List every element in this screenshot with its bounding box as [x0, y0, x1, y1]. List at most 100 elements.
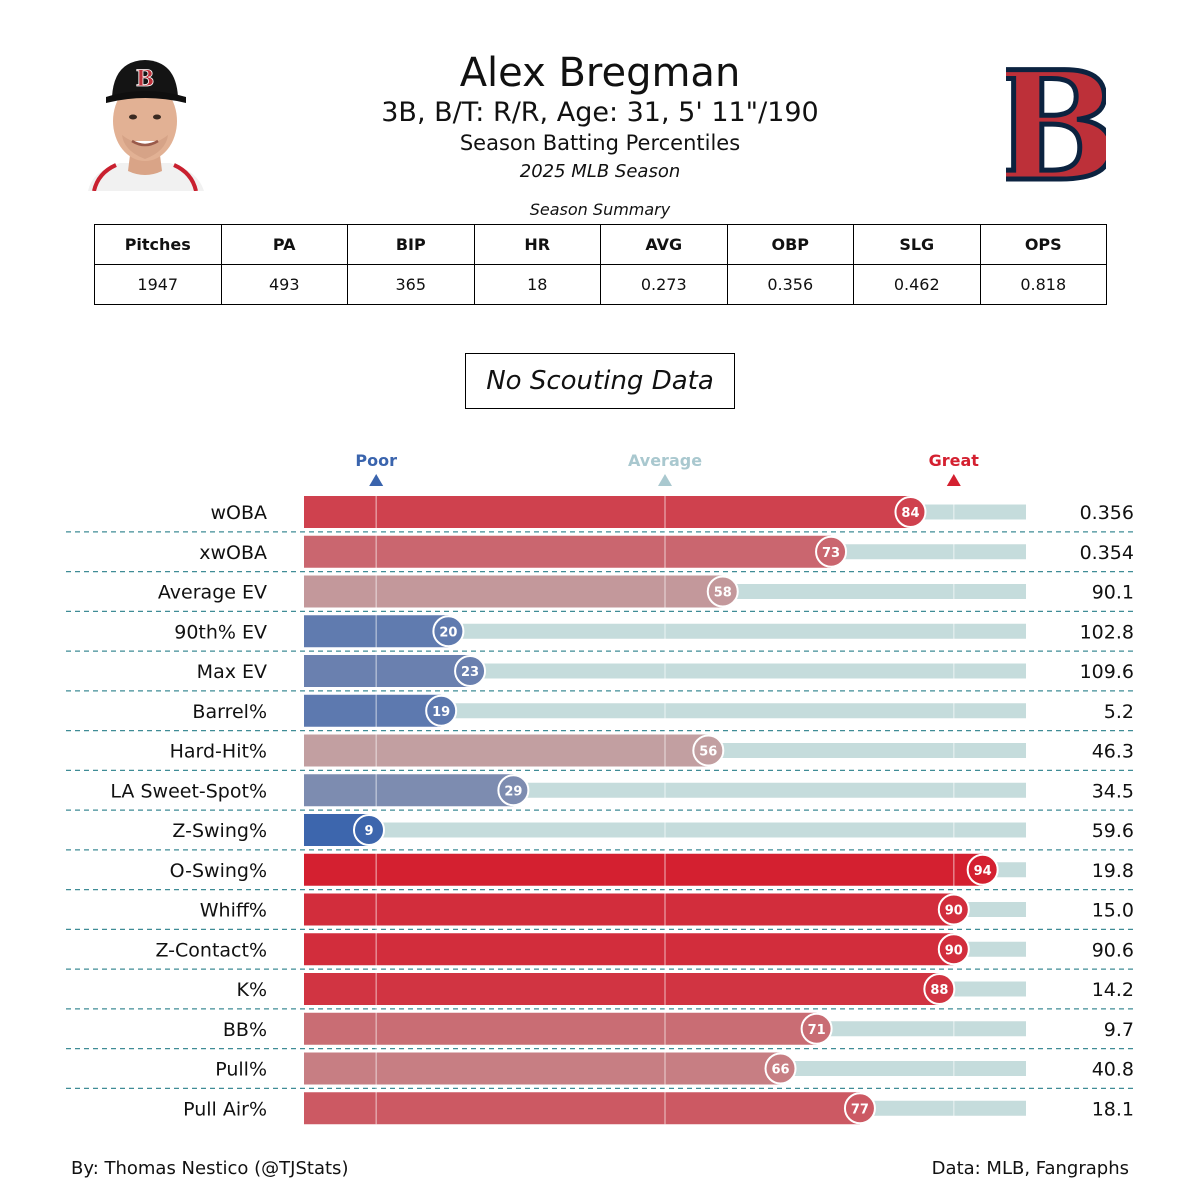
percentile-label: 84	[901, 506, 919, 521]
stat-value: 9.7	[1104, 1019, 1134, 1041]
summary-value-cell: 0.818	[979, 264, 1107, 305]
percentile-label: 20	[439, 625, 457, 640]
summary-value-cell: 18	[473, 264, 601, 305]
percentile-bar	[304, 655, 471, 687]
percentile-bar	[304, 1052, 781, 1085]
percentile-label: 73	[822, 546, 840, 561]
percentile-bar	[304, 734, 709, 767]
summary-value-row: 1947 493 365 18 0.273 0.356 0.462 0.818	[94, 264, 1107, 305]
percentile-marker	[706, 575, 739, 608]
percentile-label: 88	[930, 983, 948, 998]
percentile-marker	[692, 734, 725, 767]
summary-value-cell: 0.273	[600, 264, 728, 305]
player-bio: 3B, B/T: R/R, Age: 31, 5' 11"/190	[381, 97, 819, 128]
percentile-marker	[800, 1012, 833, 1045]
report-title: Season Batting Percentiles	[459, 131, 741, 155]
summary-header-row: Pitches PA BIP HR AVG OBP SLG OPS	[94, 224, 1107, 265]
bar-track	[304, 623, 1026, 639]
stat-value: 0.356	[1080, 502, 1134, 524]
percentile-bar	[304, 933, 954, 966]
percentile-label: 58	[714, 586, 732, 601]
stat-label: Pull%	[215, 1059, 267, 1081]
summary-value-cell: 1947	[94, 264, 222, 305]
stat-value: 14.2	[1092, 979, 1134, 1001]
legend-great-label: Great	[929, 451, 980, 470]
stat-label: Hard-Hit%	[170, 741, 267, 763]
stat-value: 109.6	[1080, 661, 1134, 683]
summary-header-cell: HR	[473, 224, 601, 265]
percentile-bar	[304, 973, 940, 1005]
percentile-bar	[304, 694, 442, 727]
percentile-marker	[843, 1092, 876, 1125]
percentile-label: 71	[808, 1023, 826, 1038]
percentile-bar	[304, 575, 723, 608]
stat-value: 102.8	[1080, 621, 1134, 643]
percentile-marker	[923, 973, 956, 1005]
footer-credit: By: Thomas Nestico (@TJStats)	[71, 1158, 349, 1179]
season-summary-table: Pitches PA BIP HR AVG OBP SLG OPS 1947 4…	[94, 224, 1107, 305]
bar-track	[304, 822, 1026, 838]
stat-label: Max EV	[197, 661, 267, 683]
percentile-label: 19	[432, 705, 450, 720]
summary-header-cell: BIP	[347, 224, 475, 265]
percentile-label: 23	[461, 665, 479, 680]
legend-average-label: Average	[628, 451, 702, 470]
percentile-label: 90	[945, 943, 963, 958]
percentile-label: 29	[504, 784, 522, 799]
percentile-marker	[497, 774, 530, 807]
summary-value-cell: 0.462	[853, 264, 981, 305]
percentile-bar	[304, 1092, 860, 1125]
stat-label: Average EV	[158, 582, 267, 604]
percentile-bar	[304, 774, 514, 807]
summary-value-cell: 493	[220, 264, 348, 305]
no-scouting-label: No Scouting Data	[486, 366, 714, 396]
legend-poor-marker	[369, 474, 384, 486]
stat-label: O-Swing%	[170, 860, 267, 882]
stat-label: K%	[236, 979, 267, 1001]
stat-value: 5.2	[1104, 701, 1134, 723]
summary-caption: Season Summary	[529, 200, 671, 219]
stat-value: 34.5	[1092, 780, 1134, 802]
percentile-marker	[764, 1052, 797, 1085]
stat-label: BB%	[223, 1019, 267, 1041]
svg-text:B: B	[136, 66, 155, 92]
no-scouting-box: No Scouting Data	[465, 353, 735, 409]
percentile-bar	[304, 1012, 817, 1045]
stat-value: 90.6	[1092, 939, 1134, 961]
stat-value: 15.0	[1092, 900, 1134, 922]
svg-text:B: B	[1006, 55, 1106, 189]
legend-average-marker	[658, 474, 672, 486]
summary-header-cell: SLG	[853, 224, 981, 265]
percentile-marker	[894, 496, 927, 528]
percentile-marker	[352, 814, 385, 846]
stat-value: 59.6	[1092, 820, 1134, 842]
summary-header-cell: PA	[220, 224, 348, 265]
stat-label: xwOBA	[199, 542, 267, 564]
summary-value-cell: 365	[347, 264, 475, 305]
percentile-label: 90	[945, 904, 963, 919]
percentile-label: 66	[771, 1063, 789, 1078]
legend-poor-label: Poor	[355, 451, 397, 470]
stat-label: Pull Air%	[183, 1098, 267, 1120]
stat-value: 40.8	[1092, 1059, 1134, 1081]
stat-value: 18.1	[1092, 1098, 1134, 1120]
percentile-marker	[425, 694, 458, 727]
stat-value: 19.8	[1092, 860, 1134, 882]
percentile-marker	[815, 535, 848, 568]
player-name: Alex Bregman	[459, 50, 741, 96]
percentile-marker	[937, 893, 970, 926]
percentile-label: 77	[851, 1102, 869, 1117]
stat-value: 0.354	[1080, 542, 1134, 564]
summary-header-cell: OBP	[726, 224, 854, 265]
percentile-bar	[304, 615, 449, 648]
summary-value-cell: 0.356	[726, 264, 854, 305]
stat-label: 90th% EV	[174, 621, 267, 643]
percentile-chart: Poor Average Great wOBA 0.356 xwOBA 0.354 Avera…	[66, 451, 1134, 1125]
percentile-label: 56	[699, 745, 717, 760]
team-logo: B	[1006, 55, 1106, 189]
percentile-bar	[304, 535, 832, 568]
player-headshot: B	[88, 60, 204, 191]
summary-header-cell: AVG	[600, 224, 728, 265]
stat-value: 90.1	[1092, 582, 1134, 604]
percentile-bar	[304, 853, 983, 886]
